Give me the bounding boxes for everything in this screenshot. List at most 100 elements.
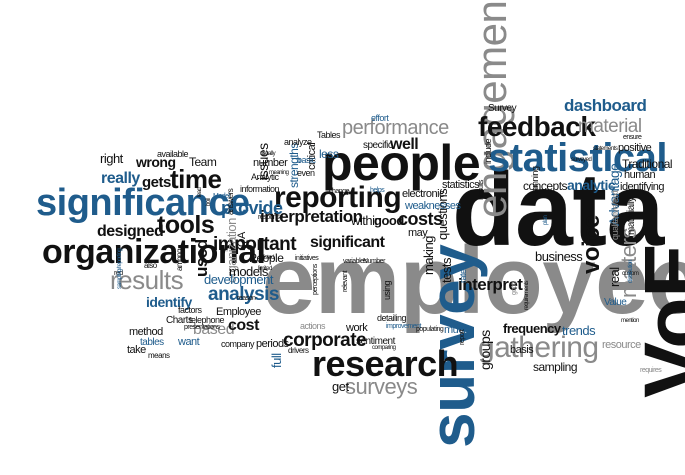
word-strengths: strengths bbox=[287, 143, 301, 188]
word-response: response bbox=[258, 214, 283, 221]
word-available: available bbox=[157, 149, 189, 159]
word-good: good bbox=[374, 213, 404, 228]
word-statistics: statistics bbox=[442, 179, 480, 191]
word-sentiment: sentiment bbox=[356, 336, 395, 347]
word-want: want bbox=[178, 336, 200, 348]
word-employee: employee bbox=[262, 227, 685, 334]
word-human: human bbox=[624, 169, 656, 181]
word-tables: Tables bbox=[317, 130, 341, 140]
word-materially: materially bbox=[626, 197, 637, 235]
word-material: material bbox=[578, 116, 642, 137]
word-people: people bbox=[322, 135, 481, 191]
word-electronic: electronic bbox=[402, 188, 445, 200]
word-tables: tables bbox=[140, 337, 164, 348]
word-analysis: analysis bbox=[208, 284, 280, 305]
word-making: making bbox=[421, 236, 436, 275]
word-effort: effort bbox=[371, 113, 389, 123]
word-voice: voice bbox=[578, 215, 605, 274]
word-meaning: meaning bbox=[269, 170, 289, 176]
word-change: change bbox=[329, 188, 349, 195]
word-identify: identify bbox=[146, 294, 192, 310]
word-positive: positive bbox=[618, 142, 652, 154]
word-survey: Survey bbox=[488, 103, 517, 114]
word-rate: rate bbox=[458, 269, 468, 283]
word-feedback: feedback bbox=[478, 111, 596, 142]
word-limited: limited bbox=[258, 266, 272, 272]
word-weaknesses: weaknesses bbox=[405, 200, 461, 212]
word-good: good bbox=[511, 281, 518, 295]
word-provide: provide bbox=[221, 198, 283, 218]
word-actions: actions bbox=[300, 321, 326, 331]
word-research: research bbox=[312, 343, 459, 384]
word-well: well bbox=[390, 136, 419, 153]
word-organizational: organizational bbox=[42, 233, 266, 271]
word-significance: significance bbox=[36, 182, 250, 224]
word-within: within bbox=[351, 213, 382, 228]
word-gets: gets bbox=[142, 174, 171, 191]
word-dashboard: dashboard bbox=[564, 96, 647, 115]
word-take: take bbox=[127, 344, 146, 356]
word-performance: performance bbox=[342, 117, 449, 139]
word-qualitative-text: qualitative/text bbox=[610, 190, 620, 240]
word-helps: helps bbox=[370, 187, 385, 194]
word-groups: groups bbox=[477, 330, 493, 370]
word-much: much bbox=[444, 324, 469, 336]
word-trends: trends bbox=[562, 323, 596, 338]
word-analytic: analytic bbox=[567, 177, 616, 193]
word-plan: plan bbox=[543, 215, 549, 225]
word-important: important bbox=[213, 234, 297, 255]
word-may: may bbox=[408, 227, 428, 239]
word-listed: listed bbox=[263, 255, 275, 261]
word-statements: statements bbox=[593, 146, 618, 152]
word-ensure: ensure bbox=[623, 134, 642, 141]
word-data: data bbox=[452, 152, 664, 268]
word-model: Model bbox=[213, 193, 230, 200]
word-means: means bbox=[148, 351, 170, 360]
word-custom: custom bbox=[622, 271, 639, 277]
word-tools: tools bbox=[157, 211, 215, 239]
word-used: used bbox=[192, 239, 211, 277]
word-basis: basis bbox=[510, 344, 534, 356]
word-perceptions: perceptions bbox=[312, 264, 319, 295]
word-value: Value bbox=[604, 297, 627, 308]
word-surveys: surveys bbox=[345, 374, 418, 399]
word-number: number bbox=[253, 157, 288, 169]
word-sampling: sampling bbox=[533, 360, 578, 374]
word-real: real bbox=[607, 267, 622, 287]
word-requirements: requirements bbox=[524, 280, 530, 310]
word-surveyed: surveyed bbox=[571, 157, 592, 163]
word-wrong: wrong bbox=[136, 154, 176, 170]
word-reason: reason bbox=[237, 295, 256, 302]
word-models: models bbox=[229, 264, 268, 279]
word-results: results bbox=[110, 265, 184, 295]
word-right: right bbox=[100, 151, 123, 166]
word-team: Team bbox=[189, 155, 217, 169]
word-interpret: interpret bbox=[458, 275, 523, 294]
word-people: People bbox=[249, 251, 284, 265]
word-corporate: corporate bbox=[283, 330, 367, 351]
word-include: include bbox=[483, 138, 493, 164]
word-gathering: gathering bbox=[478, 331, 599, 364]
word-qa: QA bbox=[236, 232, 248, 247]
word-periods: periods bbox=[256, 338, 289, 350]
word-traditional: Traditional bbox=[622, 157, 673, 171]
word-usually: usually bbox=[260, 151, 276, 157]
word-presentations: presentations bbox=[184, 324, 220, 331]
word-cost: cost bbox=[228, 317, 259, 334]
word-factors: factors bbox=[178, 305, 202, 315]
word-comparing: comparing bbox=[372, 345, 396, 351]
word-running: running bbox=[530, 166, 540, 193]
word-time: time bbox=[170, 164, 222, 194]
word-boil: boil bbox=[206, 198, 212, 206]
word-specific: specific bbox=[363, 140, 393, 151]
word-also: also bbox=[144, 261, 157, 270]
word-method: method bbox=[129, 326, 163, 338]
word-even: even bbox=[297, 168, 315, 178]
word-sampling-reporting: sampling/reporting bbox=[117, 248, 123, 289]
word-designed: designed bbox=[97, 223, 164, 240]
word-requires: requires bbox=[640, 367, 662, 374]
word-drivers: drivers bbox=[288, 346, 309, 355]
word-information: information bbox=[240, 184, 280, 194]
word-charts: Charts bbox=[166, 315, 193, 326]
